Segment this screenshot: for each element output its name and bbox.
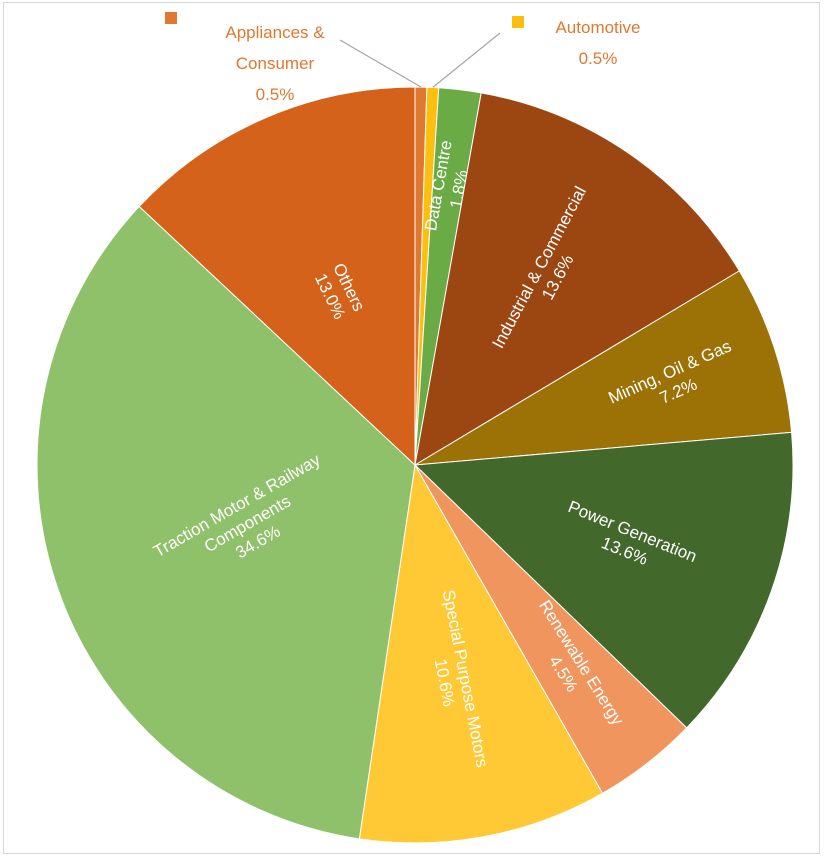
callout-label-line: Appliances & [225,23,325,42]
legend-key-automotive [512,16,524,28]
callout-label-automotive: Automotive 0.5% [555,18,640,68]
leader-line-appliances-and-consumer [339,39,422,88]
legend-key-appliances-and-consumer [165,12,177,24]
callout-label-line: 0.5% [256,85,295,104]
pie-slice-others [138,86,416,467]
pie-slice-power-generation [413,431,794,729]
pie-slice-industrial-and-commercial [414,92,741,466]
callout-label-line: 0.5% [579,49,618,68]
callout-label-appliances-and-consumer: Appliances & Consumer 0.5% [225,23,325,104]
pie-slice-traction-motor-and-railway-components [36,205,416,840]
leader-line-automotive [432,32,501,88]
callout-label-line: Consumer [236,54,315,73]
pie-slice-mining-oil-and-gas [414,270,793,466]
callout-label-line: Automotive [555,18,640,37]
pie-slice-special-purpose-motors [358,463,604,844]
